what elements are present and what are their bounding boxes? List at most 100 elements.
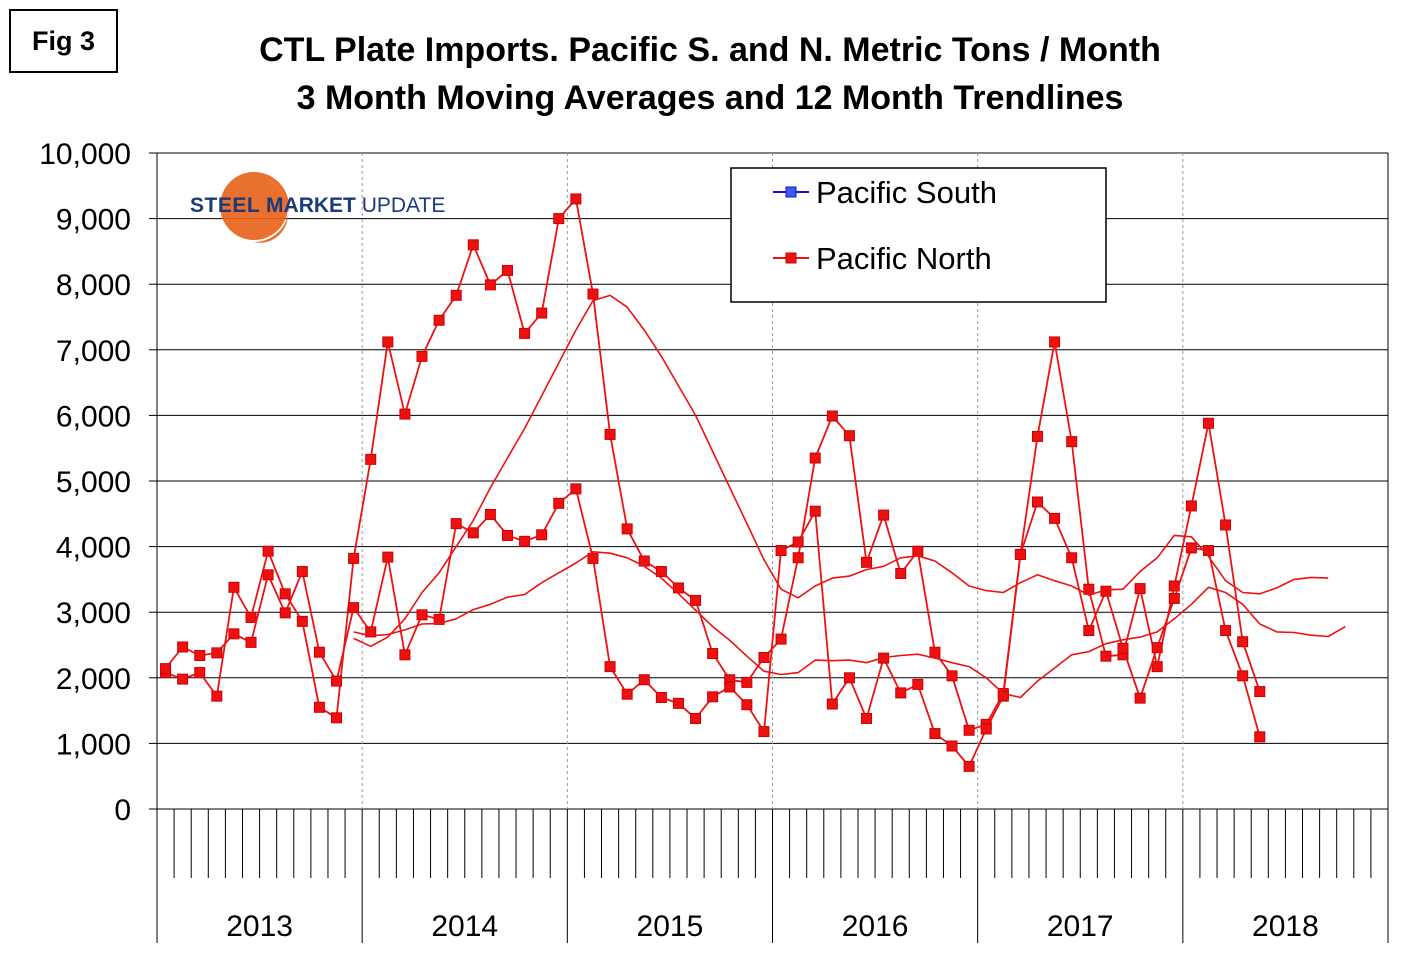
pacific-north-point bbox=[211, 647, 223, 659]
pacific-north-point bbox=[707, 691, 719, 703]
pacific-north-point bbox=[655, 566, 667, 578]
pacific-north-point bbox=[809, 505, 821, 517]
legend-south-marker bbox=[785, 186, 797, 198]
pacific-north-point bbox=[536, 307, 548, 319]
pacific-north-point bbox=[809, 452, 821, 464]
pacific-north-point bbox=[1202, 417, 1214, 429]
legend-south-label: Pacific South bbox=[816, 175, 997, 210]
pacific-north-point bbox=[792, 552, 804, 564]
pacific-north-point bbox=[365, 453, 377, 465]
x-year-label: 2016 bbox=[842, 910, 909, 943]
pacific-north-point bbox=[399, 408, 411, 420]
pacific-north-trendline bbox=[353, 551, 1346, 699]
pacific-north-point bbox=[382, 551, 394, 563]
y-tick-label: 3,000 bbox=[56, 597, 131, 630]
pacific-north-point bbox=[1083, 625, 1095, 637]
pacific-north-point bbox=[1168, 592, 1180, 604]
chart-title-line-1: CTL Plate Imports. Pacific S. and N. Met… bbox=[259, 31, 1161, 69]
pacific-north-point bbox=[1202, 545, 1214, 557]
pacific-north-point bbox=[570, 193, 582, 205]
pacific-north-point bbox=[331, 675, 343, 687]
pacific-north-point bbox=[587, 288, 599, 300]
pacific-north-point bbox=[348, 602, 360, 614]
pacific-north-point bbox=[553, 497, 565, 509]
logo-word-steel: STEEL bbox=[190, 194, 261, 217]
y-tick-label: 10,000 bbox=[39, 138, 131, 171]
y-tick-label: 5,000 bbox=[56, 466, 131, 499]
pacific-north-point bbox=[348, 552, 360, 564]
pacific-north-point bbox=[1014, 548, 1026, 560]
y-tick-label: 7,000 bbox=[56, 335, 131, 368]
pacific-north-point bbox=[433, 613, 445, 625]
x-year-label: 2014 bbox=[431, 910, 498, 943]
pacific-north-point bbox=[1066, 552, 1078, 564]
pacific-north-point bbox=[946, 670, 958, 682]
pacific-north-point bbox=[501, 529, 513, 541]
pacific-north-point bbox=[1032, 496, 1044, 508]
pacific-north-point bbox=[399, 649, 411, 661]
pacific-north-point bbox=[997, 690, 1009, 702]
pacific-north-point bbox=[963, 724, 975, 736]
pacific-north-point bbox=[980, 723, 992, 735]
pacific-north-point bbox=[553, 213, 565, 225]
pacific-north-point bbox=[450, 289, 462, 301]
pacific-north-point bbox=[758, 726, 770, 738]
pacific-north-point bbox=[177, 641, 189, 653]
y-tick-label: 1,000 bbox=[56, 728, 131, 761]
pacific-north-point bbox=[160, 663, 172, 675]
pacific-north-point bbox=[672, 697, 684, 709]
x-year-label: 2013 bbox=[226, 910, 293, 943]
pacific-north-point bbox=[1049, 336, 1061, 348]
y-tick-label: 9,000 bbox=[56, 204, 131, 237]
legend-north-label: Pacific North bbox=[816, 241, 992, 276]
x-year-label: 2017 bbox=[1047, 910, 1114, 943]
legend: Pacific South Pacific North bbox=[730, 167, 1107, 303]
pacific-north-point bbox=[741, 699, 753, 711]
pacific-north-point bbox=[963, 760, 975, 772]
pacific-north-point bbox=[929, 728, 941, 740]
pacific-north-point bbox=[365, 626, 377, 638]
pacific-north-point bbox=[416, 350, 428, 362]
logo-word-update: UPDATE bbox=[361, 194, 446, 217]
pacific-north-point bbox=[690, 594, 702, 606]
pacific-north-point bbox=[775, 633, 787, 645]
pacific-north-point bbox=[792, 536, 804, 548]
pacific-north-point bbox=[895, 567, 907, 579]
pacific-north-point bbox=[638, 674, 650, 686]
y-tick-label: 8,000 bbox=[56, 269, 131, 302]
pacific-north-point bbox=[262, 569, 274, 581]
pacific-north-point bbox=[484, 279, 496, 291]
pacific-north-point bbox=[758, 651, 770, 663]
chart-title-line-2: 3 Month Moving Averages and 12 Month Tre… bbox=[296, 79, 1124, 117]
pacific-north-point bbox=[211, 690, 223, 702]
pacific-north-point bbox=[1151, 661, 1163, 673]
pacific-north-point bbox=[1237, 670, 1249, 682]
x-year-label: 2018 bbox=[1252, 910, 1319, 943]
pacific-north-point bbox=[228, 628, 240, 640]
pacific-north-point bbox=[946, 740, 958, 752]
pacific-north-point bbox=[245, 611, 257, 623]
pacific-north-point bbox=[621, 688, 633, 700]
legend-north-marker bbox=[785, 252, 797, 264]
pacific-north-point bbox=[1134, 583, 1146, 595]
steel-market-update-logo: STEEL MARKET UPDATE bbox=[188, 168, 488, 248]
pacific-north-point bbox=[1220, 519, 1232, 531]
pacific-north-point bbox=[1134, 692, 1146, 704]
pacific-north-trendline bbox=[353, 294, 1329, 648]
logo-word-market: MARKET bbox=[266, 194, 356, 217]
pacific-north-point bbox=[296, 566, 308, 578]
pacific-north-point bbox=[604, 428, 616, 440]
y-tick-label: 4,000 bbox=[56, 532, 131, 565]
pacific-north-point bbox=[707, 648, 719, 660]
pacific-north-point bbox=[912, 545, 924, 557]
pacific-north-point bbox=[775, 545, 787, 557]
pacific-north-point bbox=[382, 336, 394, 348]
pacific-north-point bbox=[536, 529, 548, 541]
pacific-north-point bbox=[1066, 436, 1078, 448]
pacific-north-point bbox=[843, 430, 855, 442]
y-tick-label: 0 bbox=[114, 794, 131, 827]
pacific-north-point bbox=[843, 672, 855, 684]
pacific-north-point bbox=[177, 673, 189, 685]
pacific-north-point bbox=[604, 661, 616, 673]
